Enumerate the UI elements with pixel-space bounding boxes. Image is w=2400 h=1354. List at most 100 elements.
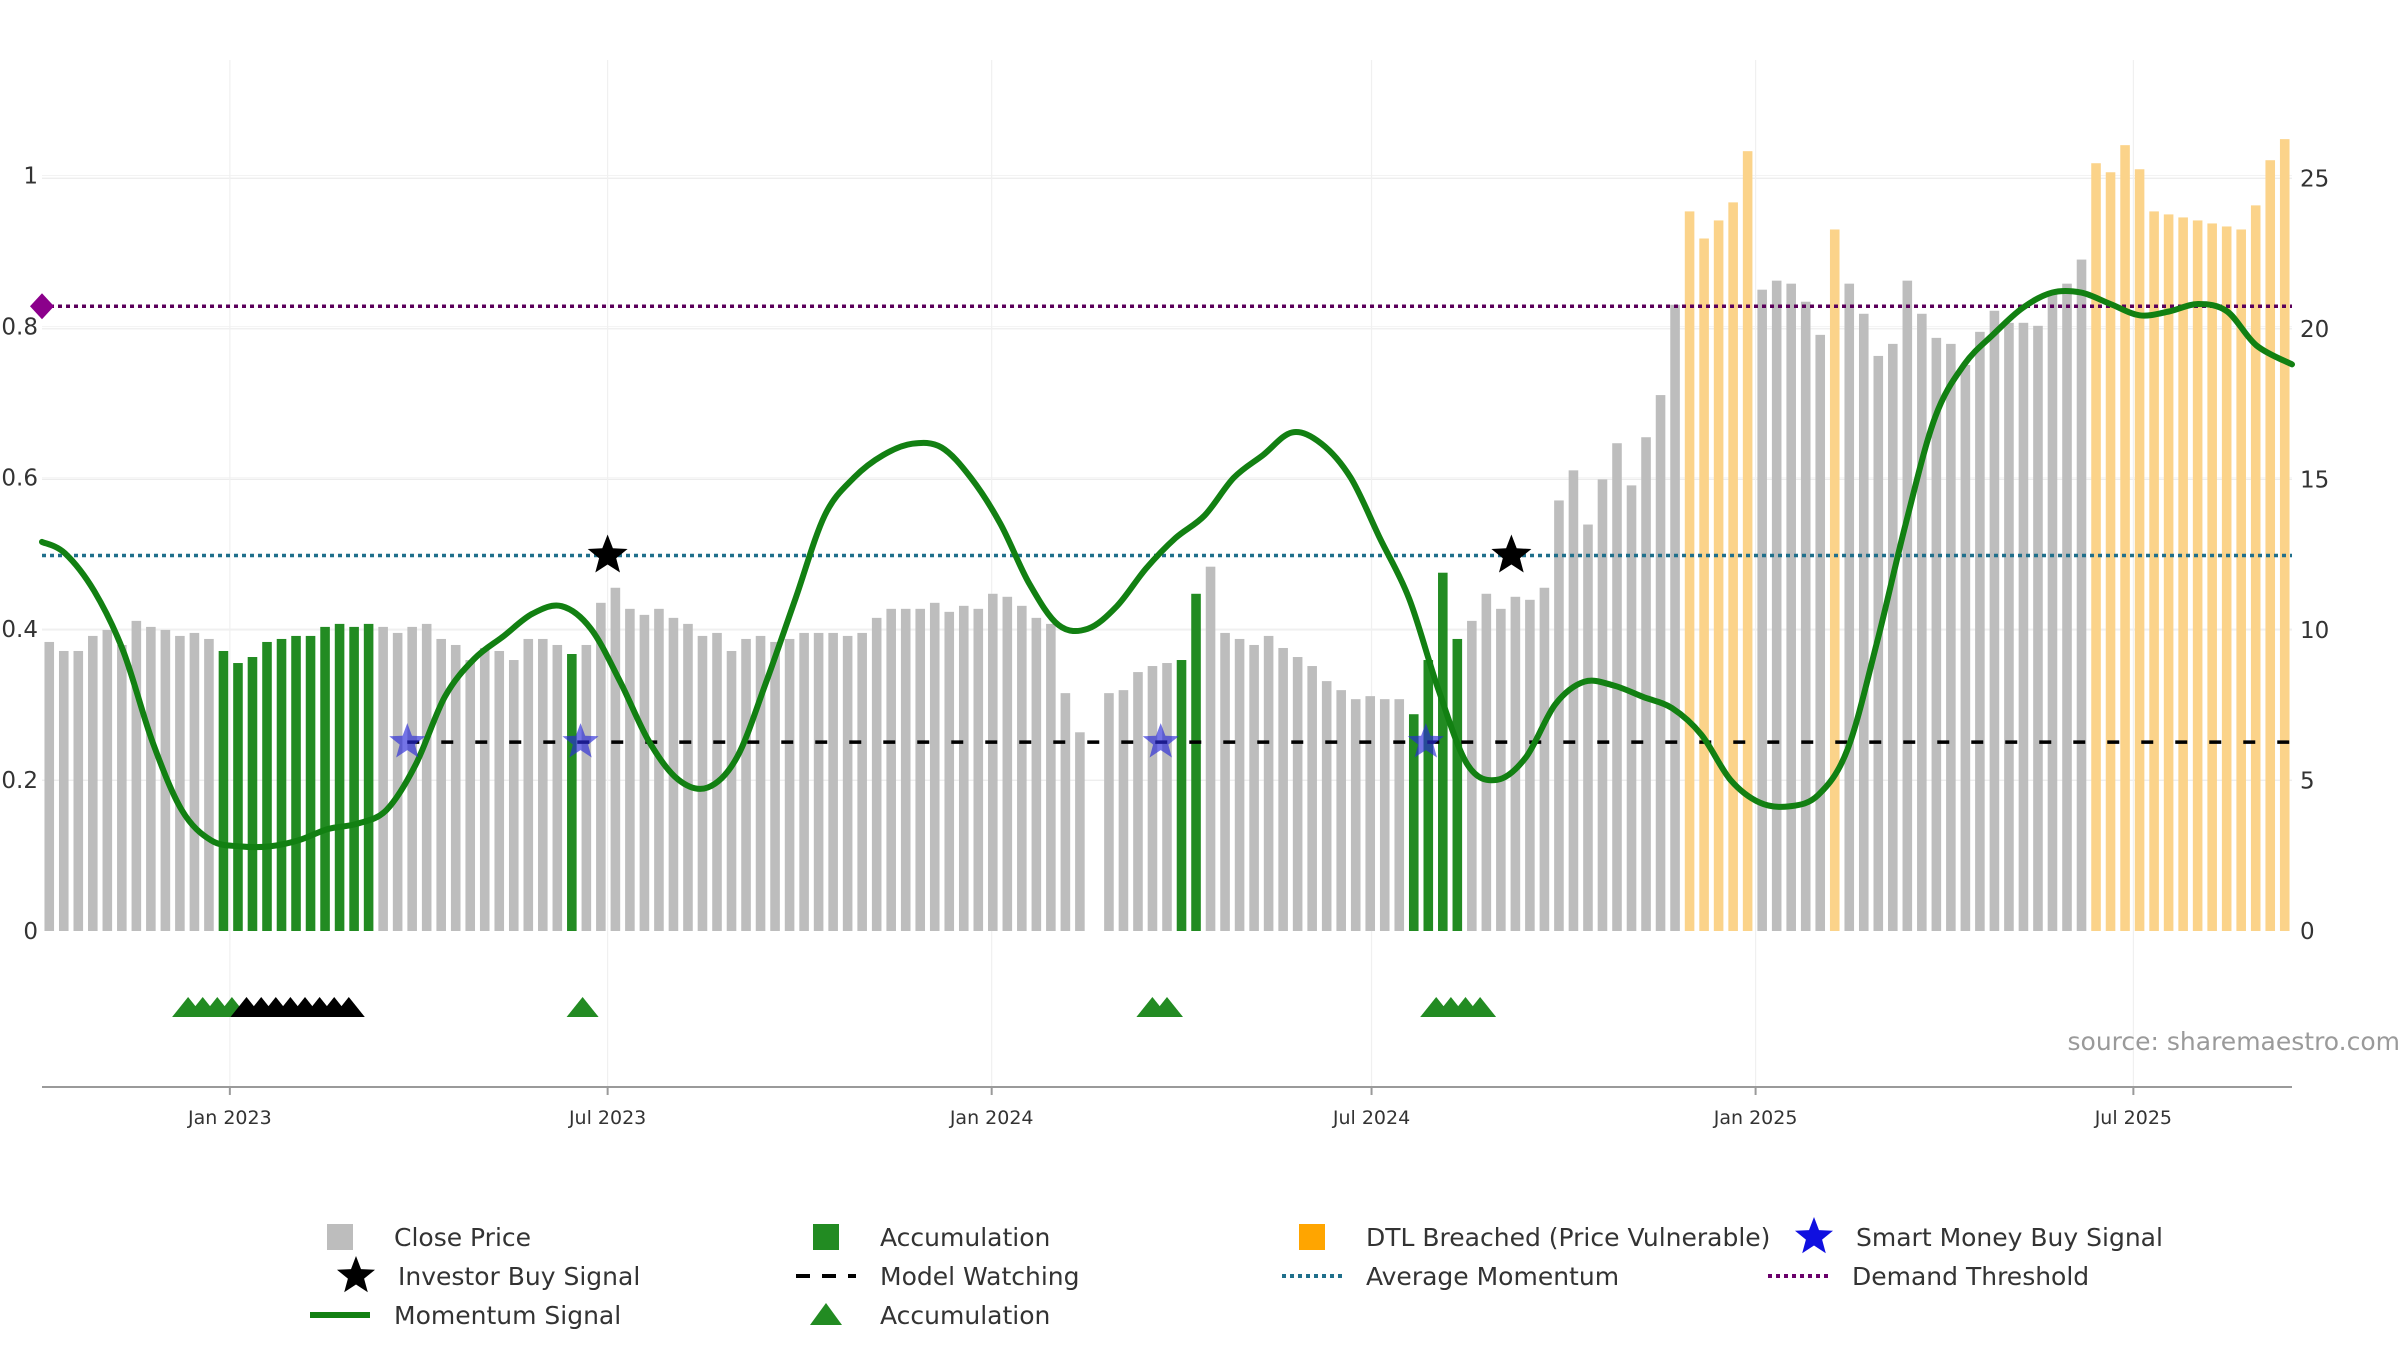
close-price-bar bbox=[2033, 326, 2043, 931]
legend-swatch bbox=[813, 1224, 839, 1250]
legend-item-smart-money: Smart Money Buy Signal bbox=[1795, 1217, 2163, 1253]
dtl-breached-bar bbox=[2207, 223, 2217, 931]
dtl-breached-bar bbox=[2280, 139, 2290, 931]
close-price-bar bbox=[1148, 666, 1158, 931]
dtl-breached-bar bbox=[2251, 205, 2261, 931]
dtl-breached-bar bbox=[2135, 169, 2145, 931]
legend-item-model-watching: Model Watching bbox=[796, 1262, 1080, 1291]
close-price-bar bbox=[59, 651, 69, 931]
close-price-bar bbox=[2004, 323, 2014, 931]
close-price-bar bbox=[1365, 696, 1375, 931]
dtl-breached-bar bbox=[1830, 229, 1840, 931]
close-price-bar bbox=[698, 636, 708, 931]
accumulation-bar bbox=[248, 657, 258, 931]
legend-item-momentum: Momentum Signal bbox=[310, 1301, 621, 1330]
close-price-bar bbox=[132, 621, 142, 931]
close-price-bar bbox=[944, 612, 954, 931]
investor-buy-star bbox=[1491, 535, 1531, 573]
close-price-bar bbox=[741, 639, 751, 931]
close-price-bar bbox=[1162, 663, 1172, 931]
x-tick-label: Jul 2025 bbox=[2094, 1107, 2172, 1129]
accumulation-bar bbox=[262, 642, 272, 931]
close-price-bar bbox=[480, 648, 490, 931]
accumulation-bar bbox=[1453, 639, 1463, 931]
close-price-bar bbox=[625, 609, 635, 931]
close-price-bar bbox=[1844, 284, 1854, 931]
close-price-bar bbox=[2019, 323, 2029, 931]
accumulation-bar bbox=[335, 624, 345, 931]
close-price-bar bbox=[1554, 500, 1564, 931]
y-right-tick-label: 20 bbox=[2300, 317, 2329, 343]
legend-label: Average Momentum bbox=[1366, 1262, 1619, 1291]
close-price-bar bbox=[1394, 699, 1404, 931]
accumulation-bar bbox=[1409, 714, 1419, 931]
dtl-breached-bar bbox=[2106, 172, 2116, 931]
close-price-bar bbox=[1322, 681, 1332, 931]
close-price-bar bbox=[1264, 636, 1274, 931]
x-tick-label: Jul 2023 bbox=[568, 1107, 646, 1129]
accumulation-bar bbox=[320, 627, 330, 931]
legend-label: Investor Buy Signal bbox=[398, 1262, 640, 1291]
legend-label: Momentum Signal bbox=[394, 1301, 621, 1330]
close-price-bar bbox=[422, 624, 432, 931]
close-price-bar bbox=[1961, 365, 1971, 931]
accumulation-bar bbox=[291, 636, 301, 931]
close-price-bar bbox=[1003, 597, 1013, 931]
close-price-bar bbox=[683, 624, 693, 931]
y-left-tick-label: 1 bbox=[23, 164, 38, 190]
close-price-bar bbox=[1540, 588, 1550, 931]
dtl-breached-bar bbox=[2193, 220, 2203, 931]
close-price-bar bbox=[1482, 594, 1492, 931]
close-price-bar bbox=[1757, 290, 1767, 931]
legend-label: Model Watching bbox=[880, 1262, 1080, 1291]
close-price-bar bbox=[1525, 600, 1535, 931]
accumulation-bar bbox=[1177, 660, 1187, 931]
accumulation-bar bbox=[1438, 573, 1448, 931]
close-price-bar bbox=[190, 633, 200, 931]
close-price-bar bbox=[1220, 633, 1230, 931]
close-price-bar bbox=[1061, 693, 1071, 931]
close-price-bar bbox=[175, 636, 185, 931]
accumulation-bar bbox=[567, 654, 577, 931]
close-price-bar bbox=[465, 660, 475, 931]
accumulation-triangle bbox=[567, 997, 599, 1017]
close-price-bar bbox=[103, 630, 113, 931]
x-tick-label: Jan 2024 bbox=[949, 1107, 1034, 1129]
close-price-bar bbox=[1206, 567, 1216, 931]
close-price-bar bbox=[640, 615, 650, 931]
close-price-bar bbox=[1380, 699, 1390, 931]
close-price-bar bbox=[88, 636, 98, 931]
dtl-breached-bar bbox=[1743, 151, 1753, 931]
close-price-bar bbox=[1569, 470, 1579, 931]
accumulation-bar bbox=[219, 651, 229, 931]
legend-label: Close Price bbox=[394, 1223, 531, 1252]
close-price-bar bbox=[1133, 672, 1143, 931]
close-price-bar bbox=[44, 642, 54, 931]
y-right-tick-label: 0 bbox=[2300, 919, 2315, 945]
close-price-bar bbox=[654, 609, 664, 931]
accumulation-bar bbox=[364, 624, 374, 931]
close-price-bar bbox=[1859, 314, 1869, 931]
legend-triangle-icon bbox=[810, 1303, 842, 1325]
close-price-bar bbox=[1598, 479, 1608, 931]
close-price-bar bbox=[959, 606, 969, 931]
y-right-tick-label: 25 bbox=[2300, 166, 2329, 192]
y-left-tick-label: 0.2 bbox=[1, 768, 38, 794]
close-price-bar bbox=[2077, 260, 2087, 931]
close-price-bar bbox=[538, 639, 548, 931]
dtl-breached-bar bbox=[2120, 145, 2130, 931]
close-price-bar bbox=[1888, 344, 1898, 931]
close-price-bar bbox=[436, 639, 446, 931]
close-price-bar bbox=[886, 609, 896, 931]
close-price-bar bbox=[378, 627, 388, 931]
y-left-tick-label: 0.8 bbox=[1, 315, 38, 341]
legend-swatch bbox=[1299, 1224, 1325, 1250]
dtl-breached-bar bbox=[2265, 160, 2275, 931]
close-price-bar bbox=[1903, 281, 1913, 931]
legend-item-close: Close Price bbox=[327, 1223, 531, 1252]
close-price-bar bbox=[1249, 645, 1259, 931]
close-price-bar bbox=[1917, 314, 1927, 931]
close-price-bar bbox=[1032, 618, 1042, 931]
